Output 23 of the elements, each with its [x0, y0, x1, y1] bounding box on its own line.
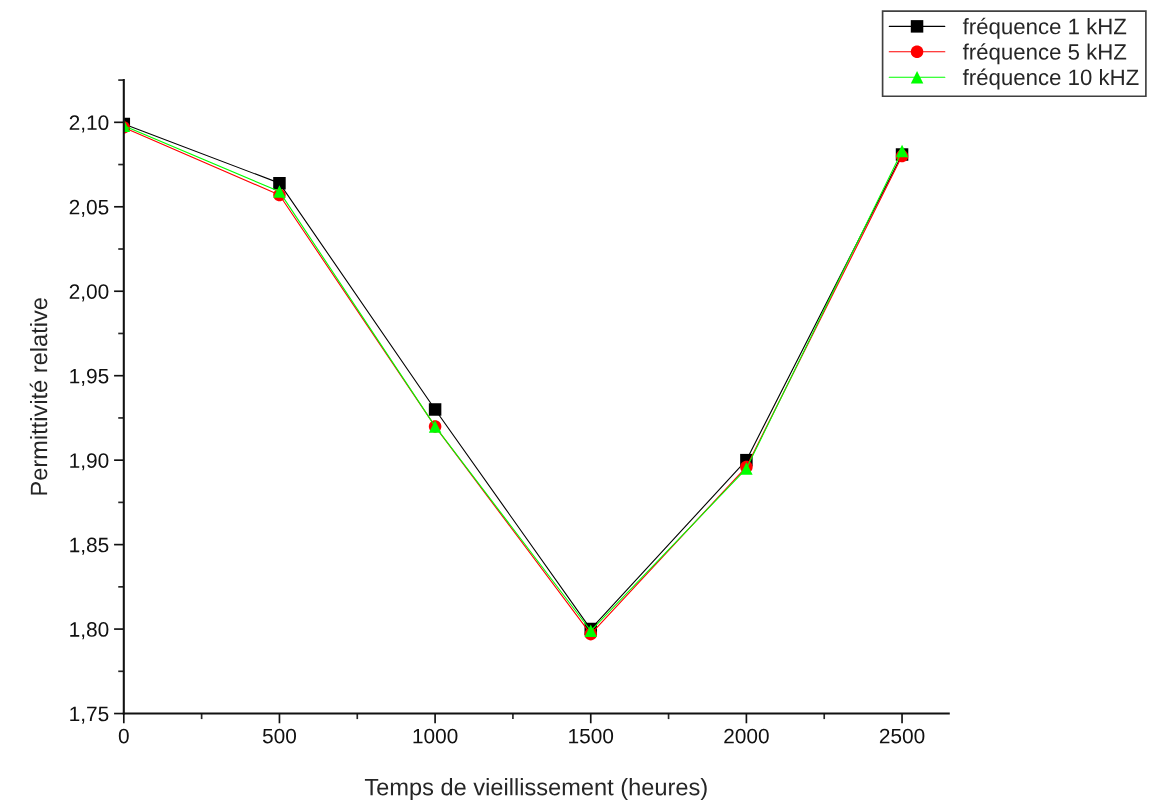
x-axis-title: Temps de vieillissement (heures): [364, 778, 707, 801]
legend-label: fréquence 5 kHZ: [962, 43, 1127, 65]
y-tick-label: 1,85: [70, 537, 109, 555]
x-tick-label: 1500: [569, 728, 614, 744]
point: [273, 176, 286, 190]
y-tick-label: 2,05: [69, 199, 109, 217]
legend-label: fréquence 10 kHZ: [962, 68, 1139, 90]
y-tick-label: 1,95: [70, 368, 109, 386]
x-tick-label: 2000: [724, 728, 769, 744]
y-axis-title: Permittivité relative: [29, 298, 48, 495]
x-tick-label: 1000: [413, 728, 458, 744]
x-tick-label: 0: [118, 728, 129, 744]
x-tick-label: 2500: [879, 728, 925, 744]
y-tick-label: 1,75: [70, 706, 109, 724]
y-tick-label: 2,10: [69, 115, 109, 133]
legend-label: fréquence 1 kHZ: [962, 17, 1127, 39]
point: [428, 403, 442, 416]
y-tick-label: 1,80: [70, 622, 109, 640]
point: [273, 185, 286, 198]
y-tick-label: 2,00: [69, 284, 109, 302]
point: [895, 144, 909, 158]
x-tick-label: 500: [262, 728, 297, 744]
y-tick-label: 1,90: [70, 453, 109, 471]
